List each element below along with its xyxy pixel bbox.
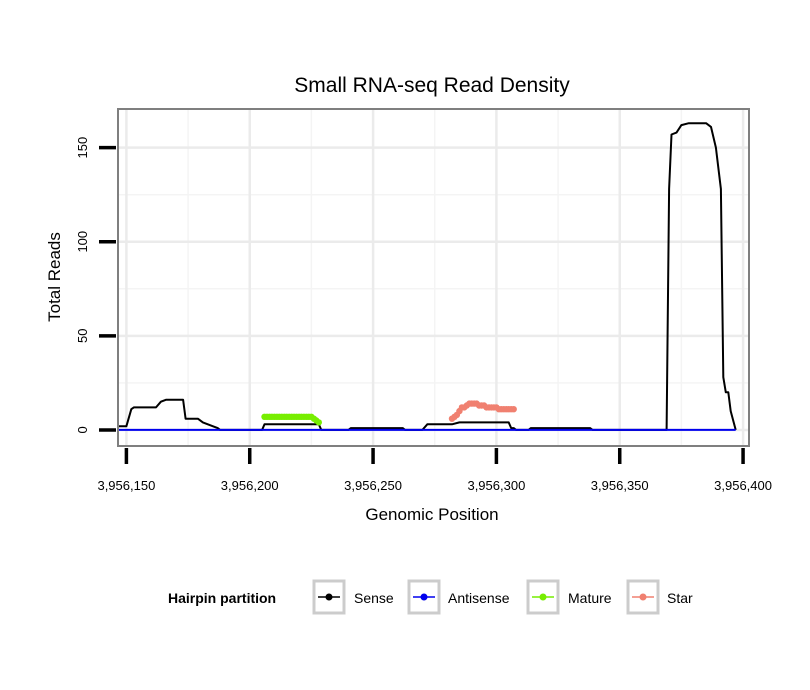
y-tick-label: 150 — [75, 137, 90, 159]
y-tick-label: 100 — [75, 231, 90, 253]
legend-label-mature: Mature — [568, 590, 612, 606]
legend-item-antisense: Antisense — [407, 579, 510, 615]
legend-label-antisense: Antisense — [448, 590, 510, 606]
plot-panel-border — [117, 108, 750, 447]
legend-key-point — [539, 593, 547, 601]
x-axis-label: Genomic Position — [365, 505, 498, 524]
legend: Hairpin partition Sense Antisense Mature… — [168, 579, 693, 615]
y-tick-label: 50 — [75, 329, 90, 343]
legend-title: Hairpin partition — [168, 590, 276, 606]
x-tick-label: 3,956,150 — [97, 478, 155, 493]
legend-key-point — [639, 593, 647, 601]
y-axis-ticks: 0 50 100 150 — [75, 137, 116, 434]
x-axis-ticks: 3,956,150 3,956,200 3,956,250 3,956,300 3,95… — [97, 448, 772, 493]
legend-key-point — [325, 593, 333, 601]
series-line-sense — [119, 122, 737, 431]
data-series — [119, 122, 737, 431]
data-point-star — [510, 406, 517, 413]
data-point-mature — [315, 419, 322, 426]
x-tick-label: 3,956,200 — [221, 478, 279, 493]
grid-lines — [119, 110, 748, 445]
legend-item-sense: Sense — [312, 579, 394, 615]
x-tick-label: 3,956,350 — [591, 478, 649, 493]
series-sense — [119, 122, 737, 431]
y-tick-label: 0 — [75, 426, 90, 433]
chart-title: Small RNA-seq Read Density — [294, 74, 570, 97]
legend-label-sense: Sense — [354, 590, 394, 606]
x-tick-label: 3,956,400 — [714, 478, 772, 493]
x-tick-label: 3,956,300 — [467, 478, 525, 493]
legend-label-star: Star — [667, 590, 693, 606]
legend-key-point — [420, 593, 428, 601]
series-star — [448, 400, 517, 422]
x-tick-label: 3,956,250 — [344, 478, 402, 493]
y-axis-label: Total Reads — [45, 232, 64, 322]
series-mature — [261, 413, 322, 426]
legend-item-mature: Mature — [526, 579, 612, 615]
legend-item-star: Star — [626, 579, 693, 615]
